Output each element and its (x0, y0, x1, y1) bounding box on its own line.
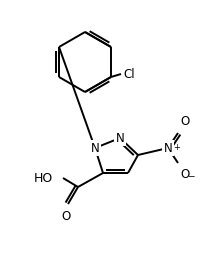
Text: N: N (116, 132, 124, 144)
Text: N: N (91, 141, 99, 155)
Text: +: + (173, 143, 180, 152)
Text: Cl: Cl (123, 68, 135, 80)
Text: HO: HO (34, 172, 53, 184)
Text: O: O (61, 210, 71, 223)
Text: −: − (187, 171, 194, 180)
Text: O: O (180, 168, 189, 181)
Text: O: O (180, 115, 189, 128)
Text: N: N (164, 141, 172, 155)
